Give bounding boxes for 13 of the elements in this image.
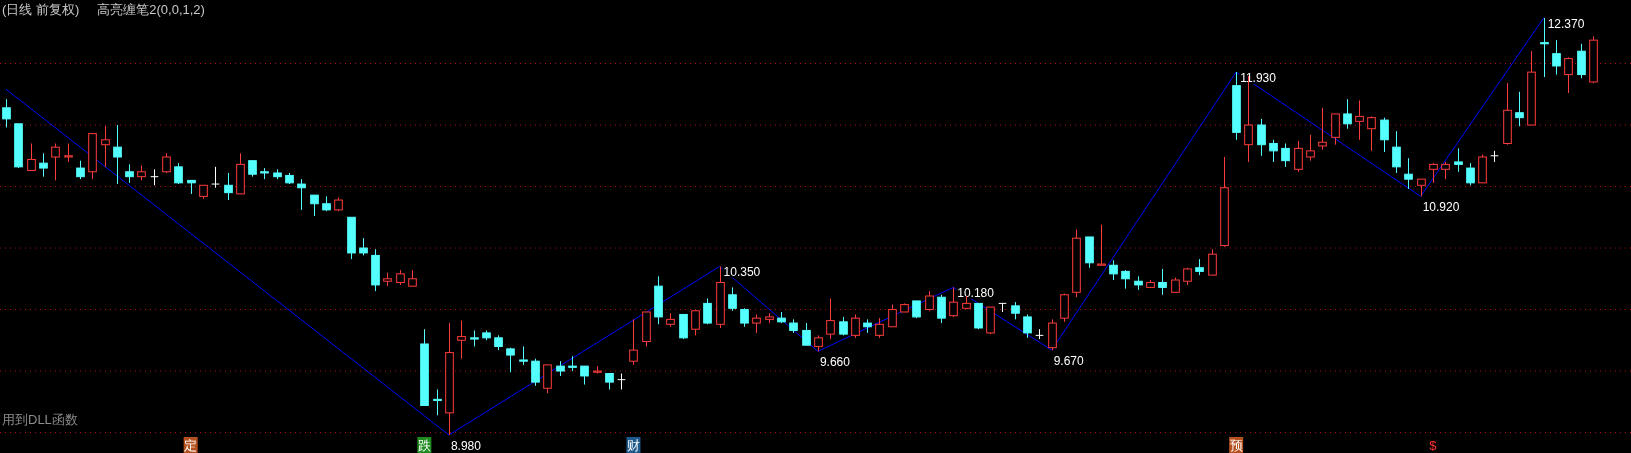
x-tick-label: 预	[1229, 438, 1243, 453]
x-tick-label: $	[1429, 438, 1438, 453]
data-label: 12.370	[1547, 17, 1585, 31]
chart-title: (日线 前复权)	[2, 2, 80, 17]
data-label: 10.920	[1422, 200, 1460, 215]
data-label: 9.670	[1053, 354, 1085, 369]
data-label: 8.980	[450, 439, 482, 453]
annotation: 用到DLL函数	[2, 412, 78, 427]
x-tick-label: 跌	[417, 438, 431, 453]
x-tick-label: 财	[626, 438, 640, 453]
data-label: 9.660	[819, 355, 851, 370]
x-tick-label: 定	[184, 438, 198, 453]
chart-subtitle: 高亮缠笔2(0,0,1,2)	[97, 2, 205, 17]
